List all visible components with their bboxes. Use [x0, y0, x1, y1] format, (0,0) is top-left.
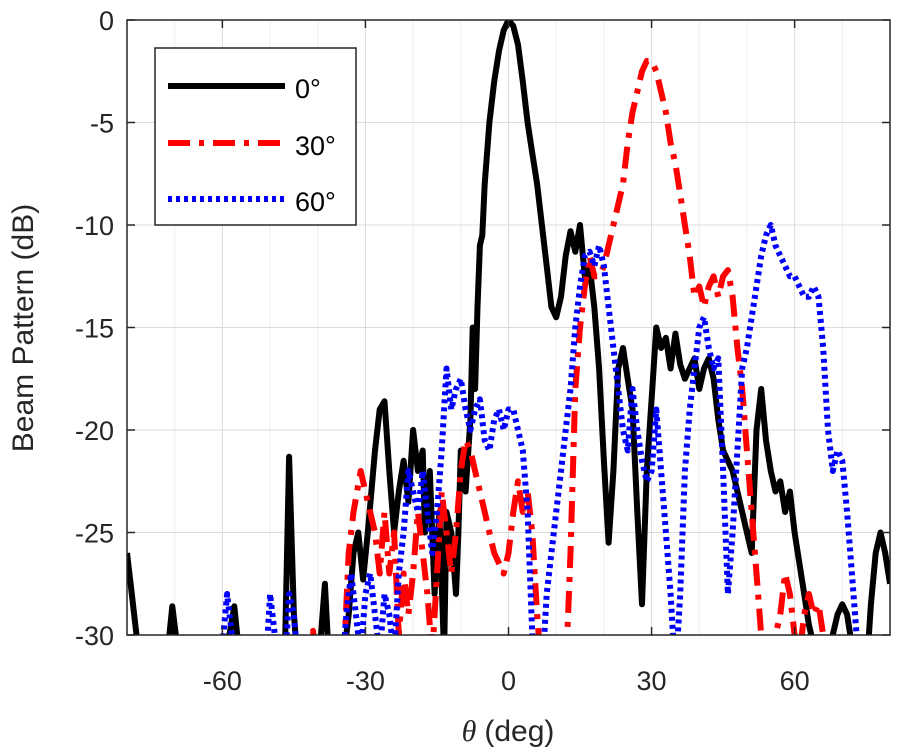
y-tick-label: -15 — [75, 314, 114, 344]
y-tick-label: -25 — [75, 519, 114, 549]
series-line-0deg — [127, 20, 890, 635]
y-tick-label: -5 — [90, 109, 114, 139]
legend-box — [154, 47, 357, 226]
x-tick-label: -60 — [203, 666, 242, 696]
x-tick-label: -30 — [346, 666, 385, 696]
y-axis-label: Beam Pattern (dB) — [7, 204, 40, 452]
legend-label-0deg: 0° — [295, 74, 321, 104]
series-line-30deg — [309, 58, 827, 635]
legend-label-30deg: 30° — [295, 131, 336, 161]
y-tick-label: -30 — [75, 621, 114, 651]
x-axis-label-unit: (deg) — [484, 715, 554, 748]
x-axis-label: θ (deg) — [462, 715, 555, 748]
y-tick-label: 0 — [99, 6, 114, 36]
y-tick-label: -20 — [75, 416, 114, 446]
axis-ticks — [127, 19, 890, 636]
legend: 0° 30° 60° — [154, 47, 357, 226]
x-axis-label-symbol: θ — [462, 715, 477, 748]
series-line-60deg — [220, 222, 860, 635]
x-tick-label: 30 — [637, 666, 667, 696]
tick-labels: -60 -30 0 30 60 0 -5 -10 -15 -20 -25 -30 — [75, 6, 810, 696]
y-tick-label: -10 — [75, 211, 114, 241]
series-group — [127, 20, 890, 635]
x-tick-label: 0 — [501, 666, 516, 696]
legend-label-60deg: 60° — [295, 187, 336, 217]
x-tick-label: 60 — [780, 666, 810, 696]
